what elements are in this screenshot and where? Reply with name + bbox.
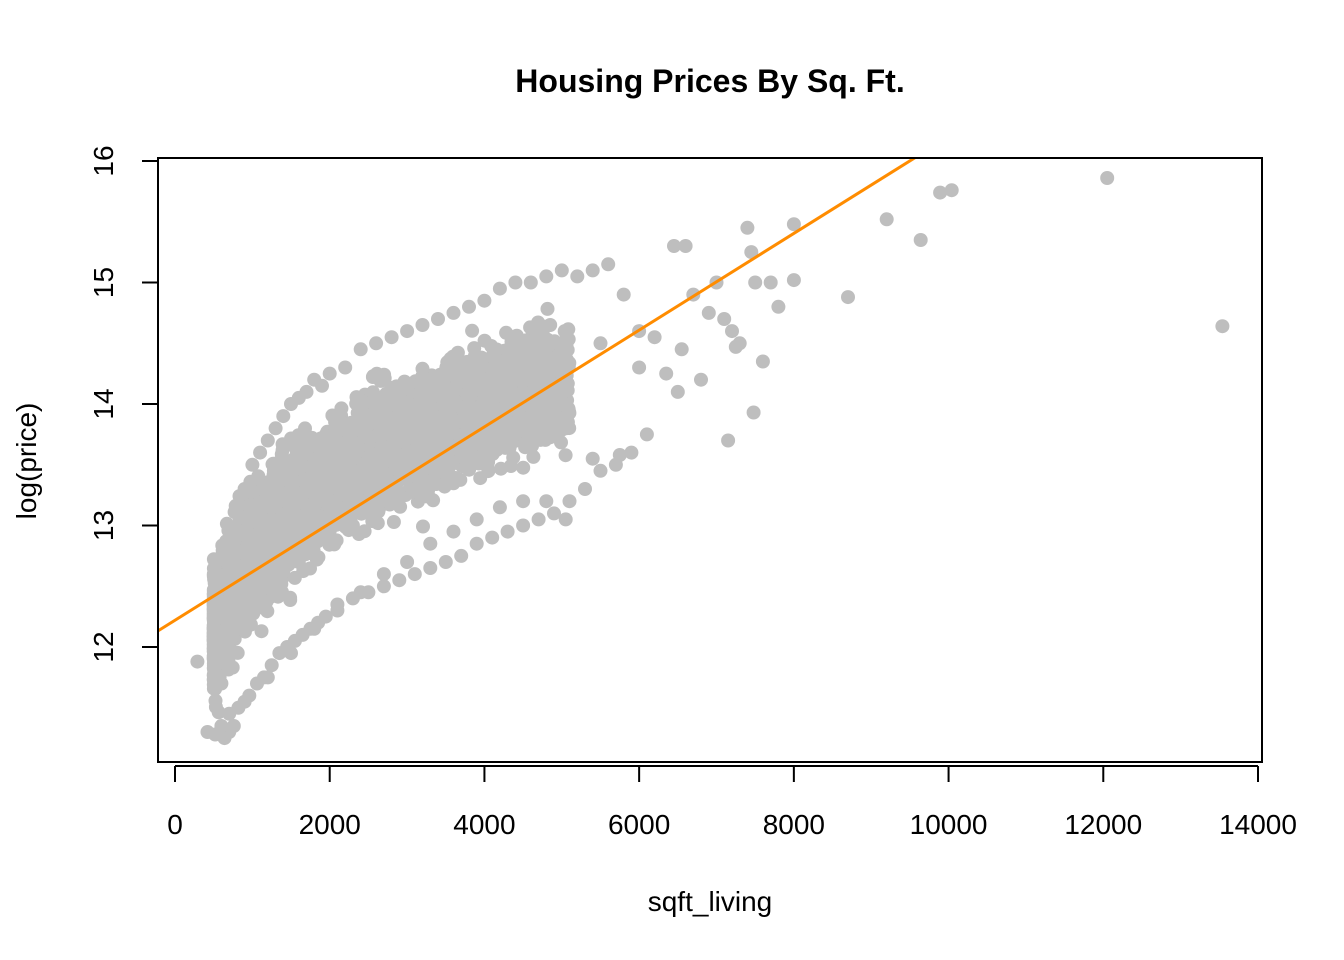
- data-point: [254, 624, 269, 639]
- x-axis-title: sqft_living: [648, 886, 773, 917]
- data-point: [536, 420, 551, 435]
- data-point: [538, 343, 552, 358]
- y-axis-title: log(price): [11, 403, 42, 520]
- data-point: [397, 374, 412, 389]
- points-layer: [190, 171, 1230, 746]
- data-point: [559, 382, 574, 397]
- data-point: [462, 462, 477, 477]
- data-point: [208, 700, 223, 714]
- data-point: [419, 489, 434, 504]
- data-point: [284, 475, 298, 490]
- chart-title: Housing Prices By Sq. Ft.: [515, 63, 904, 99]
- data-point: [311, 438, 326, 453]
- data-point: [287, 570, 302, 585]
- data-point: [300, 439, 315, 454]
- data-point: [538, 432, 553, 447]
- data-point: [540, 301, 555, 316]
- data-point: [501, 393, 516, 408]
- data-point: [441, 466, 456, 481]
- data-point: [265, 457, 280, 472]
- data-point: [503, 459, 518, 473]
- data-point: [523, 433, 538, 448]
- data-point: [522, 422, 537, 437]
- data-point: [526, 449, 541, 464]
- data-point: [481, 464, 496, 479]
- data-point: [554, 423, 569, 438]
- data-point: [291, 428, 306, 443]
- data-point: [309, 552, 324, 567]
- data-point: [386, 515, 401, 529]
- data-point: [561, 322, 576, 337]
- data-point: [393, 391, 408, 406]
- data-point: [516, 460, 531, 475]
- data-point: [278, 438, 293, 453]
- data-point: [375, 457, 390, 472]
- data-point: [393, 499, 408, 514]
- data-point: [415, 361, 430, 376]
- data-point: [502, 440, 517, 455]
- data-point: [416, 519, 430, 534]
- data-point: [283, 590, 298, 605]
- data-point: [465, 323, 480, 338]
- data-point: [558, 448, 573, 463]
- data-point: [491, 424, 505, 439]
- data-point: [510, 336, 525, 351]
- data-point: [277, 463, 292, 478]
- data-point: [381, 391, 396, 406]
- data-point: [260, 604, 275, 619]
- data-point: [354, 393, 368, 408]
- data-point: [353, 411, 368, 426]
- data-point: [535, 326, 550, 340]
- data-point: [547, 334, 562, 349]
